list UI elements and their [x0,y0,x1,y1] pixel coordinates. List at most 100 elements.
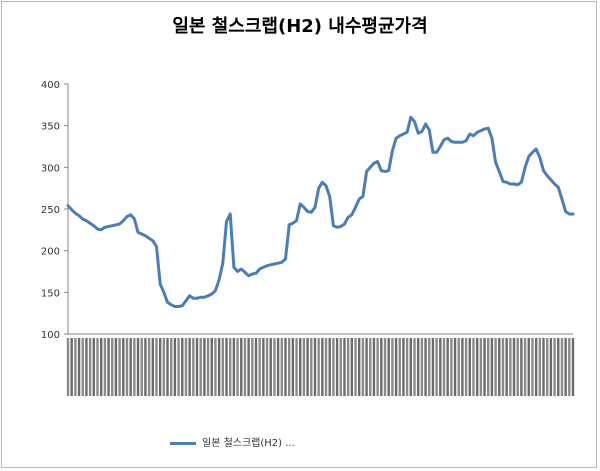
y-tick-label: 300 [41,163,60,174]
x-tick-label-mark [195,338,199,396]
x-tick-label-mark [221,338,225,396]
x-tick-label-mark [409,338,413,396]
x-tick-label-mark [405,338,409,396]
x-tick-label-mark [346,338,350,396]
x-tick-label-mark [332,338,335,396]
x-tick-label-mark [217,338,221,396]
x-tick-label-mark [453,338,457,396]
x-tick-label-mark [306,338,309,396]
x-tick-label-mark [413,338,416,396]
x-tick-label-mark [280,338,283,396]
x-tick-label-mark [387,338,390,396]
x-tick-label-mark [420,338,424,396]
x-tick-label-mark [291,338,295,396]
x-tick-label-mark [107,338,110,396]
x-tick-label-mark [114,338,118,396]
x-tick-label-mark [435,338,438,396]
y-tick-label: 100 [41,330,60,341]
x-tick-label-mark [538,338,542,396]
x-tick-label-mark [479,338,483,396]
x-tick-label-mark [236,338,239,396]
x-tick-label-mark [225,338,228,396]
x-tick-label-mark [442,338,446,396]
y-tick-label: 350 [41,122,60,133]
x-tick-label-mark [162,338,166,396]
legend-label: 일본 철스크랩(H2) ... [202,438,295,449]
x-tick-label-mark [534,338,538,396]
x-tick-label-mark [317,338,320,396]
x-tick-label-mark [394,338,398,396]
x-tick-label-mark [446,338,449,396]
x-tick-label-mark [299,338,302,396]
x-tick-label-mark [398,338,401,396]
y-tick-label: 250 [41,205,60,216]
x-tick-label-mark [313,338,317,396]
x-tick-label-mark [523,338,527,396]
x-tick-label-mark [140,338,143,396]
x-tick-label-mark [166,338,169,396]
x-tick-label-mark [549,338,553,396]
y-tick-label: 200 [41,247,60,258]
x-tick-label-mark [335,338,339,396]
x-tick-label-mark [380,338,383,396]
x-tick-label-mark [251,338,254,396]
x-tick-label-mark [181,338,184,396]
x-tick-label-mark [450,338,453,396]
x-tick-label-mark [372,338,376,396]
x-tick-label-mark [147,338,151,396]
x-tick-label-mark [431,338,435,396]
x-tick-label-mark [369,338,372,396]
x-tick-label-mark [560,338,564,396]
x-tick-label-mark [501,338,505,396]
x-tick-label-mark [99,338,103,396]
x-tick-label-mark [475,338,479,396]
x-tick-label-mark [265,338,269,396]
x-tick-label-mark [262,338,265,396]
x-tick-label-mark [376,338,379,396]
x-tick-label-mark [269,338,272,396]
x-tick-label-mark [324,338,328,396]
x-tick-label-mark [228,338,232,396]
x-tick-label-mark [177,338,180,396]
x-tick-label-mark [402,338,405,396]
x-tick-label-mark [464,338,468,396]
x-tick-label-mark [439,338,442,396]
x-tick-label-mark [328,338,331,396]
x-tick-label-mark [321,338,324,396]
x-tick-label-mark [88,338,92,396]
chart-legend: 일본 철스크랩(H2) ... [170,434,295,449]
y-tick-label: 400 [41,80,60,91]
x-tick-label-mark [287,338,291,396]
x-tick-label-mark [568,338,571,396]
x-tick-label-mark [92,338,96,396]
x-tick-label-mark [468,338,471,396]
x-tick-label-mark [144,338,147,396]
x-tick-label-mark [350,338,354,396]
x-tick-label-mark [509,338,512,396]
x-tick-label-mark [170,338,173,396]
x-tick-label-mark [472,338,475,396]
x-tick-label-mark [487,338,490,396]
x-tick-label-mark [111,338,114,396]
x-tick-label-mark [339,338,342,396]
x-tick-label-mark [512,338,516,396]
x-tick-label-mark [125,338,129,396]
x-tick-label-mark [184,338,188,396]
x-tick-label-mark [122,338,125,396]
x-tick-label-mark [103,338,107,396]
x-tick-label-mark [498,338,501,396]
x-tick-label-mark [310,338,313,396]
x-tick-label-mark [240,338,243,396]
x-tick-label-mark [151,338,154,396]
x-tick-label-mark [505,338,508,396]
y-tick-label: 150 [41,288,60,299]
x-tick-label-mark [210,338,213,396]
x-tick-label-mark [118,338,121,396]
x-tick-label-mark [192,338,195,396]
x-tick-label-mark [302,338,306,396]
x-tick-label-mark [490,338,494,396]
x-tick-label-mark [520,338,523,396]
x-tick-label-mark [247,338,250,396]
